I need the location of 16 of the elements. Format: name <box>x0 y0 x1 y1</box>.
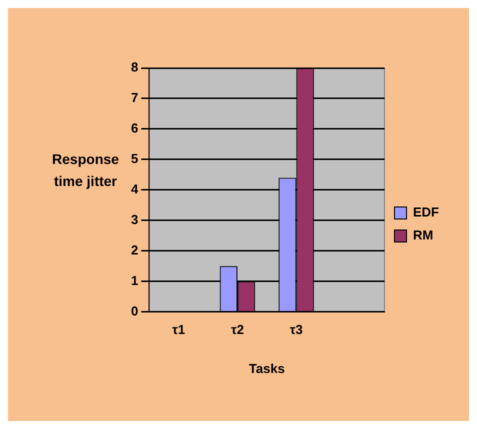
y-tick-label: 5 <box>130 151 138 166</box>
y-axis-title: Response time jitter <box>51 150 120 191</box>
x-tick-label: τ1 <box>172 322 186 338</box>
y-tick-label: 6 <box>130 120 138 136</box>
x-tick-label: τ3 <box>290 322 303 338</box>
y-tick-label: 4 <box>130 181 139 196</box>
x-axis-title: Tasks <box>248 360 285 376</box>
x-tick-label: τ2 <box>230 322 244 338</box>
y-tick-label: 0 <box>130 303 138 318</box>
legend-label: EDF <box>413 204 440 220</box>
y-tick-label: 3 <box>130 212 138 227</box>
y-tick-label: 2 <box>130 242 138 258</box>
y-tick-label: 7 <box>130 90 138 106</box>
y-tick-label: 8 <box>130 60 138 75</box>
legend-label: RM <box>413 228 434 243</box>
y-tick-label: 1 <box>130 272 138 288</box>
